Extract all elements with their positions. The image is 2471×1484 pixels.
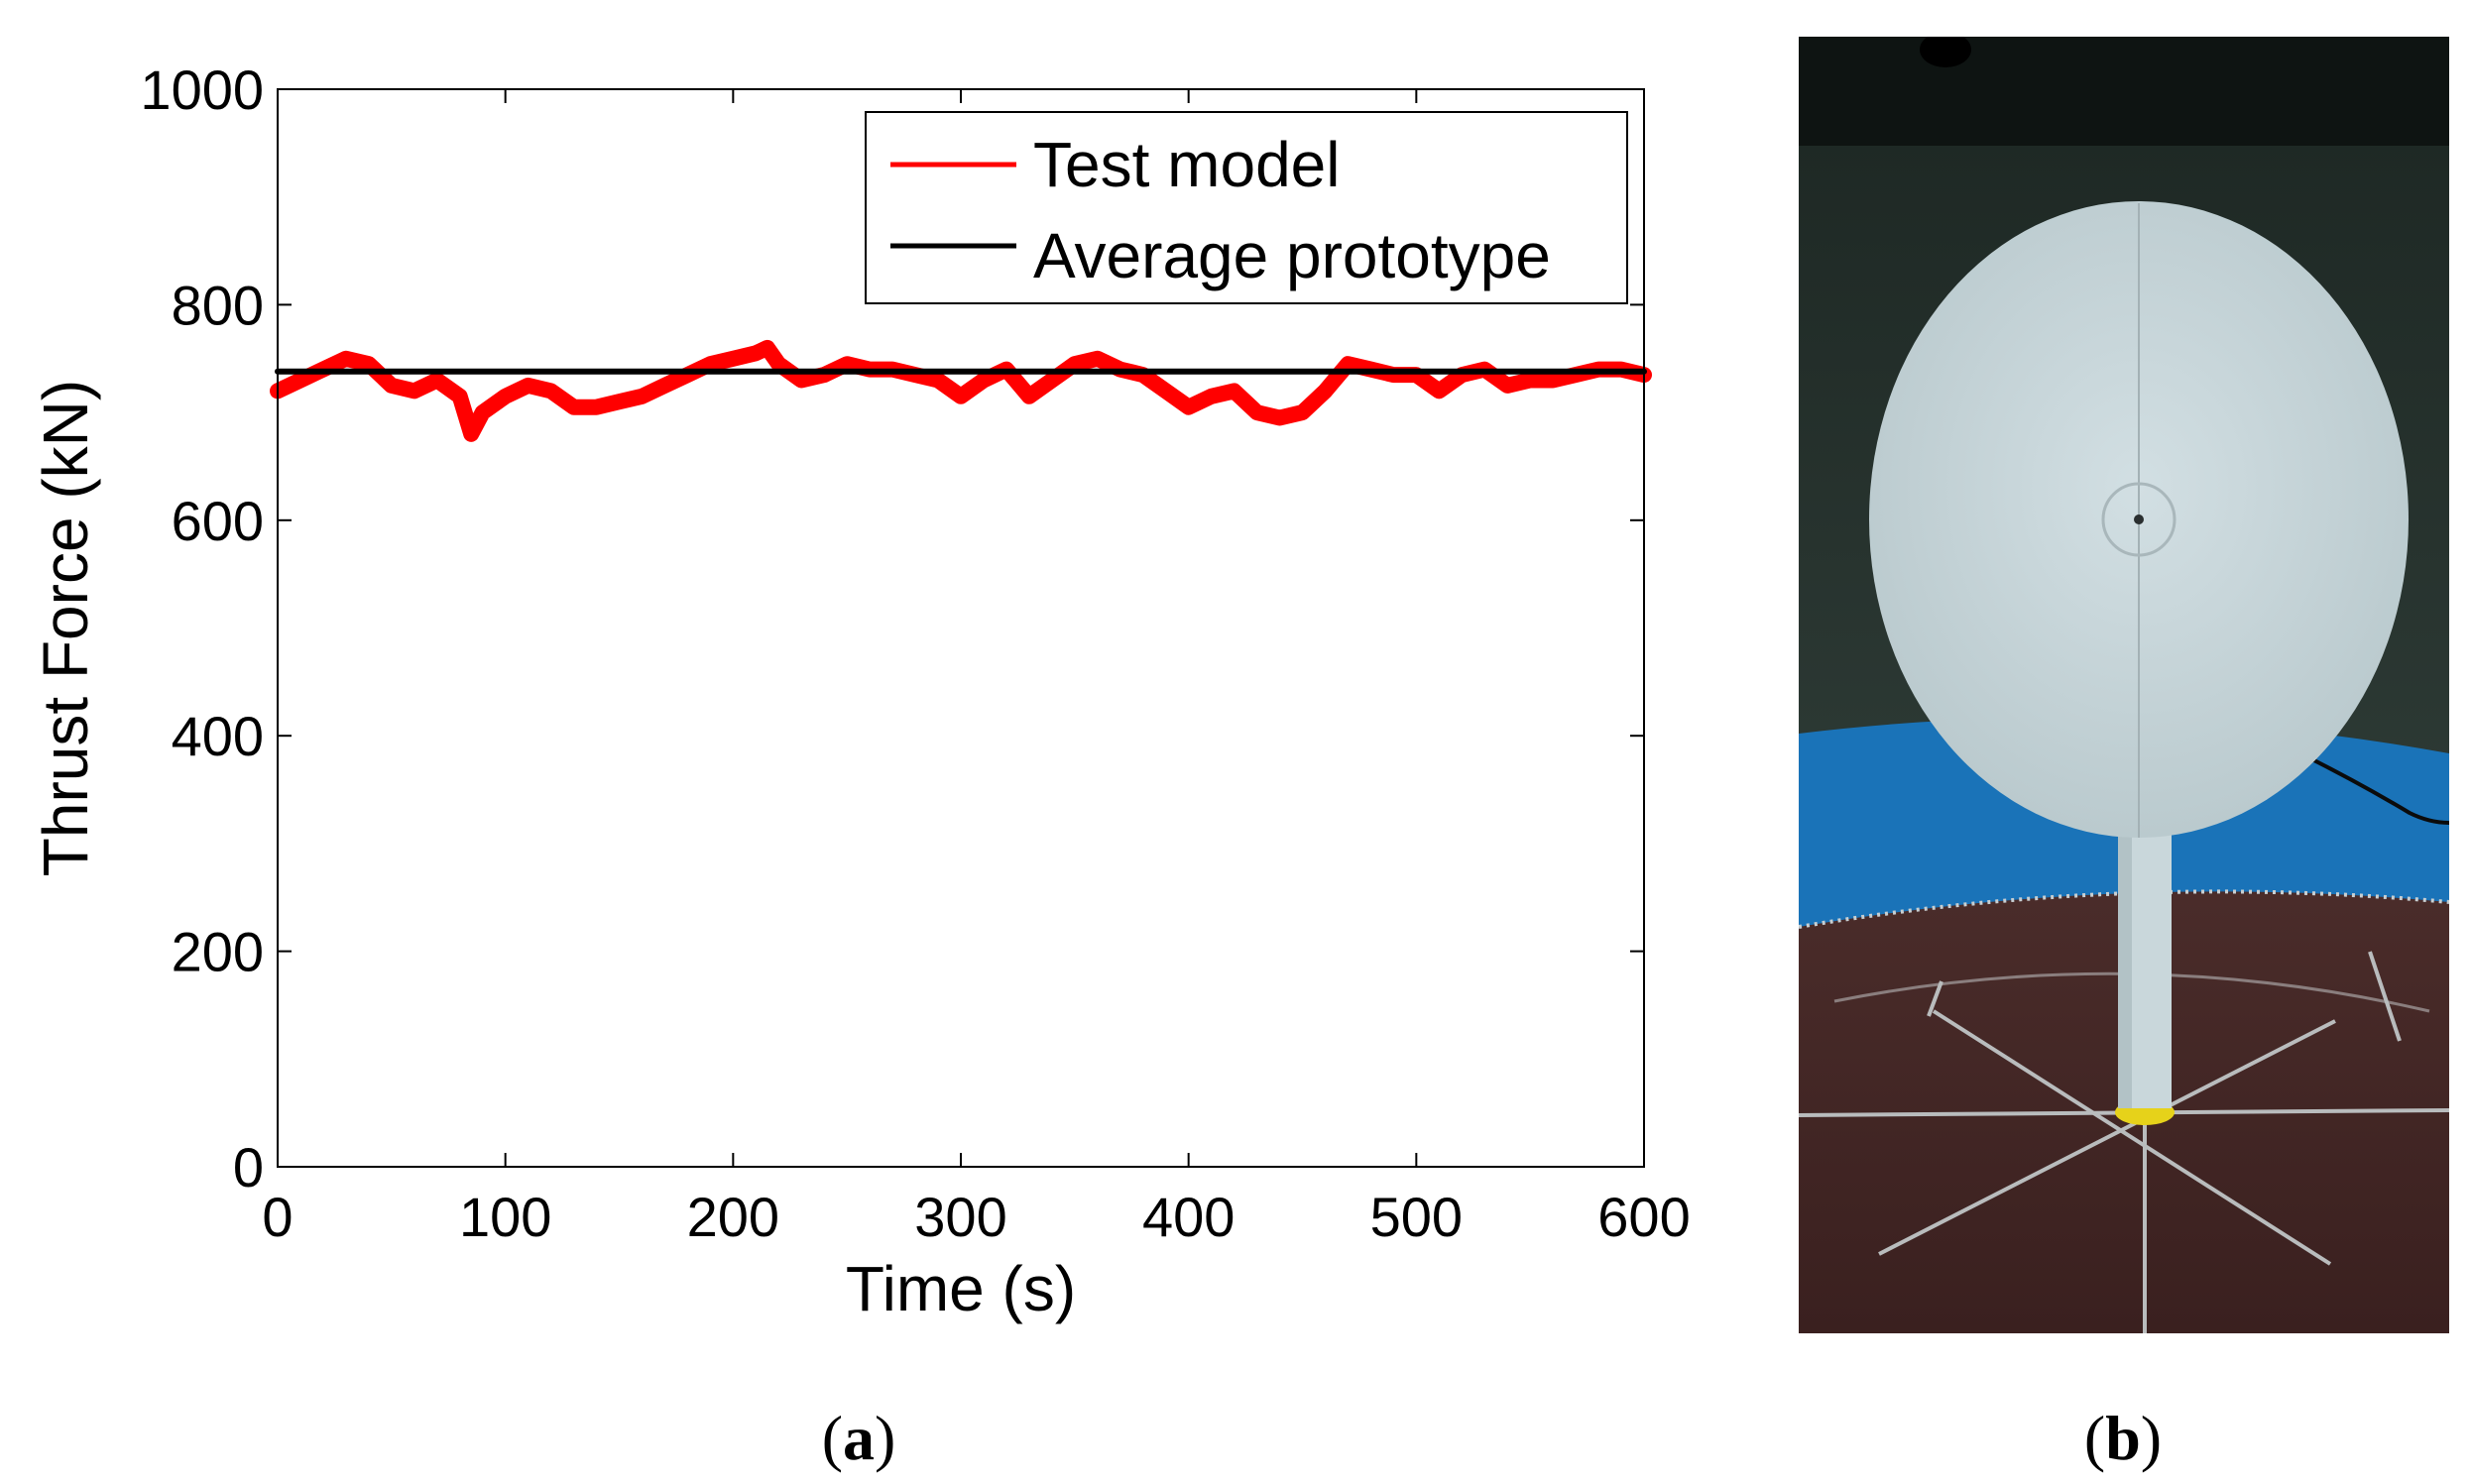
caption-a-close: )	[875, 1403, 895, 1473]
caption-b-close: )	[2141, 1403, 2162, 1473]
cable	[2299, 751, 2449, 825]
y-tick-label: 0	[233, 1136, 264, 1199]
x-tick-label: 500	[1370, 1186, 1463, 1248]
x-tick-label: 0	[262, 1186, 293, 1248]
thrust-force-chart: 0 100 200 300 400 500 600 0 200 400 600 800 1000 Tim…	[30, 58, 1691, 1324]
legend: Test model Average prototype	[865, 111, 1628, 304]
caption-a-open: (	[822, 1403, 843, 1473]
ceiling-fixture	[1920, 37, 1971, 67]
wind-tunnel-photo	[1799, 37, 2449, 1333]
legend-label-average-prototype: Average prototype	[1033, 220, 1551, 291]
x-axis-title: Time (s)	[846, 1253, 1076, 1324]
tunnel-ceiling	[1799, 37, 2449, 146]
x-tick-label: 100	[459, 1186, 551, 1248]
series-line-test-model	[270, 339, 1652, 442]
y-tick-label: 600	[172, 490, 264, 552]
disc-center-point	[2134, 514, 2144, 524]
y-tick-label: 800	[172, 274, 264, 336]
axis-tick-labels: 0 100 200 300 400 500 600 0 200 400 600 800 1000	[140, 58, 1690, 1248]
x-tick-label: 400	[1142, 1186, 1235, 1248]
y-tick-label: 400	[172, 705, 264, 767]
x-tick-label: 600	[1597, 1186, 1690, 1248]
legend-label-test-model: Test model	[1033, 129, 1340, 200]
plot-lines	[270, 339, 1652, 442]
x-tick-label: 200	[687, 1186, 779, 1248]
y-tick-label: 200	[172, 921, 264, 983]
y-tick-label: 1000	[140, 58, 264, 121]
legend-box	[865, 111, 1628, 304]
support-tower-shade	[2118, 793, 2132, 1108]
disc-hub-ring	[2101, 482, 2177, 557]
y-axis-title: Thrust Force (kN)	[30, 380, 101, 876]
caption-a-letter: a	[843, 1403, 875, 1473]
caption-a: (a)	[822, 1403, 896, 1473]
caption-b-open: (	[2084, 1403, 2105, 1473]
caption-b: (b)	[2084, 1403, 2162, 1473]
x-tick-label: 300	[914, 1186, 1006, 1248]
axis-ticks	[277, 88, 1645, 1168]
caption-b-letter: b	[2105, 1403, 2141, 1473]
